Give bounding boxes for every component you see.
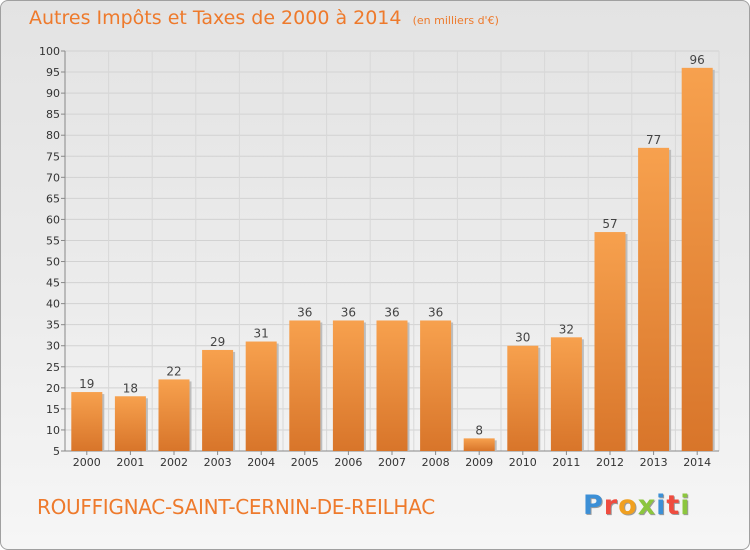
y-tick-label: 85 (46, 108, 60, 121)
brand-letter: i (680, 490, 691, 521)
bar-2003 (202, 349, 234, 451)
bar-value-label: 19 (79, 377, 94, 391)
bar-value-label: 96 (690, 53, 705, 67)
y-tick-label: 15 (46, 403, 60, 416)
y-tick-label: 10 (46, 424, 60, 437)
y-tick-label: 65 (46, 192, 60, 205)
brand-letter: P (583, 490, 604, 521)
bar-value-label: 8 (475, 423, 483, 437)
x-tick-label: 2002 (160, 456, 188, 469)
bar-value-label: 57 (602, 217, 617, 231)
bars (71, 67, 715, 451)
bar-value-label: 18 (123, 381, 138, 395)
brand-letter: x (637, 490, 657, 521)
y-tick-label: 25 (46, 361, 60, 374)
brand-letter: o (618, 490, 638, 521)
bar-value-label: 22 (166, 364, 181, 378)
y-tick-label: 70 (46, 171, 60, 184)
x-tick-label: 2001 (116, 456, 144, 469)
bar-2007 (376, 320, 408, 451)
brand-letter: r (603, 490, 619, 521)
x-tick-label: 2006 (334, 456, 362, 469)
bar-2002 (158, 379, 190, 451)
x-tick-label: 2009 (465, 456, 493, 469)
brand-logo[interactable]: Proxiti (583, 490, 691, 521)
bar-value-label: 36 (297, 305, 312, 319)
x-tick-label: 2013 (640, 456, 668, 469)
y-tick-label: 45 (46, 277, 60, 290)
y-tick-label: 55 (46, 234, 60, 247)
bar-value-label: 30 (515, 331, 530, 345)
bar-value-label: 36 (428, 305, 443, 319)
bar-value-label: 31 (254, 327, 269, 341)
bar-value-label: 36 (384, 305, 399, 319)
y-tick-label: 50 (46, 256, 60, 269)
bar-value-label: 32 (559, 322, 574, 336)
x-tick-label: 2003 (204, 456, 232, 469)
bar-2011 (550, 337, 582, 451)
bar-2004 (245, 341, 277, 451)
bar-2013 (638, 147, 670, 451)
x-tick-label: 2000 (73, 456, 101, 469)
chart-title: Autres Impôts et Taxes de 2000 à 2014 (29, 7, 402, 29)
x-tick-label: 2012 (596, 456, 624, 469)
y-tick-label: 40 (46, 298, 60, 311)
bar-2010 (507, 345, 539, 451)
brand-letter: i (656, 490, 667, 521)
x-tick-label: 2004 (247, 456, 275, 469)
y-tick-label: 100 (39, 45, 60, 58)
labels: 5 10 15 20 25 30 35 40 45 50 55 60 65 70 75 80 85 90 95 100… (39, 45, 711, 469)
x-tick-label: 2007 (378, 456, 406, 469)
x-tick-label: 2008 (422, 456, 450, 469)
y-tick-label: 95 (46, 66, 60, 79)
y-tick-label: 20 (46, 382, 60, 395)
bar-value-label: 77 (646, 133, 661, 147)
title-row: Autres Impôts et Taxes de 2000 à 2014 (e… (29, 7, 499, 29)
y-tick-label: 30 (46, 340, 60, 353)
bar-2012 (594, 232, 626, 451)
x-tick-label: 2010 (509, 456, 537, 469)
x-tick-label: 2014 (683, 456, 711, 469)
bar-2005 (289, 320, 321, 451)
bar-2008 (420, 320, 452, 451)
y-tick-label: 75 (46, 150, 60, 163)
bar-2000 (71, 392, 103, 451)
bar-2006 (332, 320, 364, 451)
bar-2009 (463, 438, 495, 451)
y-tick-label: 60 (46, 213, 60, 226)
y-tick-label: 35 (46, 319, 60, 332)
bar-2001 (114, 396, 146, 451)
y-tick-label: 90 (46, 87, 60, 100)
x-tick-label: 2005 (291, 456, 319, 469)
chart-subtitle: (en milliers d'€) (412, 14, 499, 27)
bar-value-label: 36 (341, 305, 356, 319)
y-tick-label: 80 (46, 129, 60, 142)
x-tick-label: 2011 (552, 456, 580, 469)
commune-name: ROUFFIGNAC-SAINT-CERNIN-DE-REILHAC (37, 495, 435, 519)
brand-letter: t (666, 490, 681, 521)
bar-2014 (681, 67, 713, 451)
bar-value-label: 29 (210, 335, 225, 349)
y-tick-label: 5 (53, 445, 60, 458)
